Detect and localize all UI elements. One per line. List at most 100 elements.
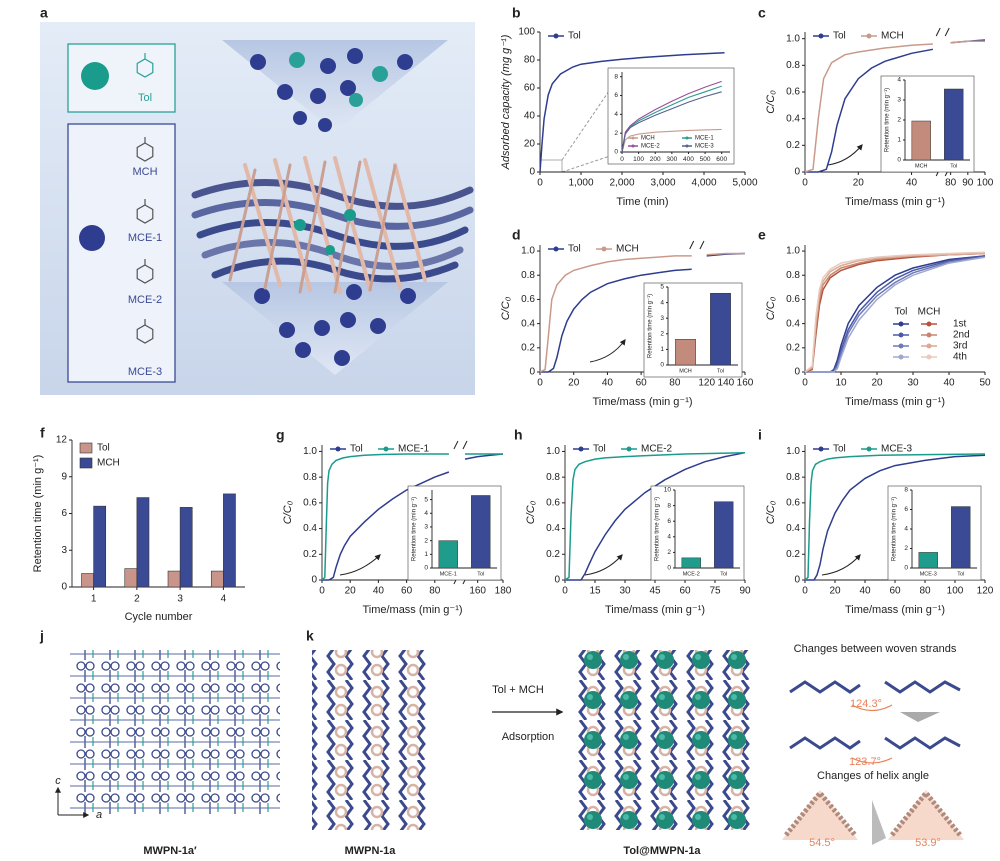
panel-j-diagram-part	[70, 650, 280, 815]
angle-label: 54.5°	[809, 837, 835, 849]
y-tick-label: 1.0	[786, 446, 800, 457]
y-tick-label: 0	[794, 575, 800, 586]
x-axis-label: Time (min)	[616, 196, 668, 208]
x-tick-label: 60	[636, 378, 648, 389]
panel-a-diagram-part-part	[344, 209, 356, 221]
y-tick-label: 1.0	[303, 446, 317, 457]
legend-label: MCE-1	[695, 136, 714, 142]
y-tick-label: 0.4	[303, 523, 317, 534]
line	[805, 256, 986, 373]
line	[804, 43, 933, 173]
panel-a-diagram-part-part	[372, 66, 388, 82]
panel-a-diagram-part-part	[340, 312, 356, 328]
y-tick-label: 5	[660, 284, 664, 291]
y-axis-label: C/C₀	[282, 500, 294, 524]
y-tick-label: 0.6	[521, 294, 535, 305]
x-tick-label: 160	[737, 378, 754, 389]
bar	[223, 493, 236, 588]
panel-a-diagram-part-part	[228, 160, 397, 294]
line	[565, 451, 746, 581]
panel-label: d	[512, 227, 521, 243]
panel-a-diagram-part-part	[320, 58, 336, 74]
y-axis-label: Retention time (min g⁻¹)	[885, 88, 891, 152]
panel-a-diagram-part-part	[370, 318, 386, 334]
legend-swatch	[79, 442, 93, 454]
y-tick-label: 0	[614, 149, 618, 156]
panel-a-diagram-part-part	[349, 93, 363, 107]
panel-a-diagram-part-part	[277, 84, 293, 100]
bar	[951, 506, 971, 569]
x-axis-label: Time/mass (min g⁻¹)	[845, 196, 945, 208]
y-tick-label: 0	[904, 565, 908, 572]
bar	[179, 507, 193, 588]
y-tick-label: 0.8	[303, 472, 317, 483]
x-tick-label: 80	[429, 586, 441, 597]
x-tick-label: 3	[177, 594, 183, 605]
legend-marker	[818, 33, 824, 39]
x-tick-label: 10	[835, 378, 847, 389]
x-tick-label: 80	[919, 586, 931, 597]
x-tick-label: MCE-2	[683, 571, 700, 577]
x-tick-label: 80	[945, 178, 957, 189]
reaction-label: Tol + MCH	[492, 684, 544, 696]
panel-label: a	[40, 5, 48, 21]
y-tick-label: 2	[424, 537, 428, 544]
x-tick-label: 20	[829, 586, 841, 597]
x-tick-label: 0	[802, 178, 808, 189]
panel-a-diagram-part	[250, 48, 416, 366]
panel-a-diagram-part-part	[191, 179, 474, 210]
y-tick-label: 6	[614, 92, 618, 99]
y-tick-label: 0	[794, 167, 800, 178]
y-tick-label: 0.8	[786, 270, 800, 281]
x-tick-label: 600	[716, 156, 727, 163]
x-tick-label: Tol	[957, 571, 964, 577]
y-axis-label: Retention time (min g⁻¹)	[892, 497, 898, 561]
legend-label: MCE-3	[881, 444, 913, 455]
legend-marker	[926, 332, 932, 338]
x-tick-label: 60	[401, 586, 413, 597]
y-tick-label: 0.4	[546, 523, 560, 534]
x-tick-label: 50	[979, 378, 991, 389]
x-tick-label: 40	[859, 586, 871, 597]
panel-a-diagram-part-part	[191, 199, 474, 230]
panel-a-diagram-part-part	[346, 284, 362, 300]
legend-label: MCH	[97, 458, 120, 469]
y-tick-label: 40	[524, 111, 536, 122]
panel-a-diagram-part	[191, 156, 474, 294]
line	[804, 251, 986, 373]
molecule-label: MCE-2	[128, 294, 162, 306]
y-tick-label: 2	[660, 331, 664, 338]
line	[621, 80, 722, 153]
y-tick-label: 6	[61, 508, 67, 519]
x-tick-label: 20	[568, 378, 580, 389]
angle-label: 124.3°	[850, 698, 882, 710]
x-tick-label: 1,000	[568, 178, 593, 189]
panel-k-diagram-part	[851, 704, 893, 712]
x-tick-label: Tol	[717, 368, 724, 374]
bar	[918, 552, 938, 569]
y-tick-label: 2	[904, 545, 908, 552]
line	[540, 268, 692, 373]
line	[706, 252, 745, 256]
legend-label: MCE-3	[695, 144, 714, 150]
line	[621, 128, 722, 153]
y-tick-label: 0.6	[786, 294, 800, 305]
x-tick-label: 0	[802, 586, 808, 597]
x-tick-label: 100	[633, 156, 644, 163]
y-tick-label: 0.2	[546, 549, 560, 560]
x-tick-label: 180	[495, 586, 512, 597]
annotation-arrows-part	[584, 554, 623, 576]
x-tick-label: 0	[319, 586, 325, 597]
annotation-arrows-part	[827, 144, 863, 166]
line	[539, 255, 692, 373]
y-axis-label: C/C₀	[765, 500, 777, 524]
annotation-arrows-part	[821, 554, 861, 576]
bar	[944, 88, 964, 161]
bar	[714, 501, 734, 569]
panel-a-diagram-part-part	[325, 245, 335, 255]
legend-label: MCE-2	[641, 444, 673, 455]
x-tick-label: 500	[700, 156, 711, 163]
panel-a-diagram-part-part	[279, 322, 295, 338]
bar	[438, 540, 458, 569]
y-tick-label: 4	[667, 534, 671, 541]
